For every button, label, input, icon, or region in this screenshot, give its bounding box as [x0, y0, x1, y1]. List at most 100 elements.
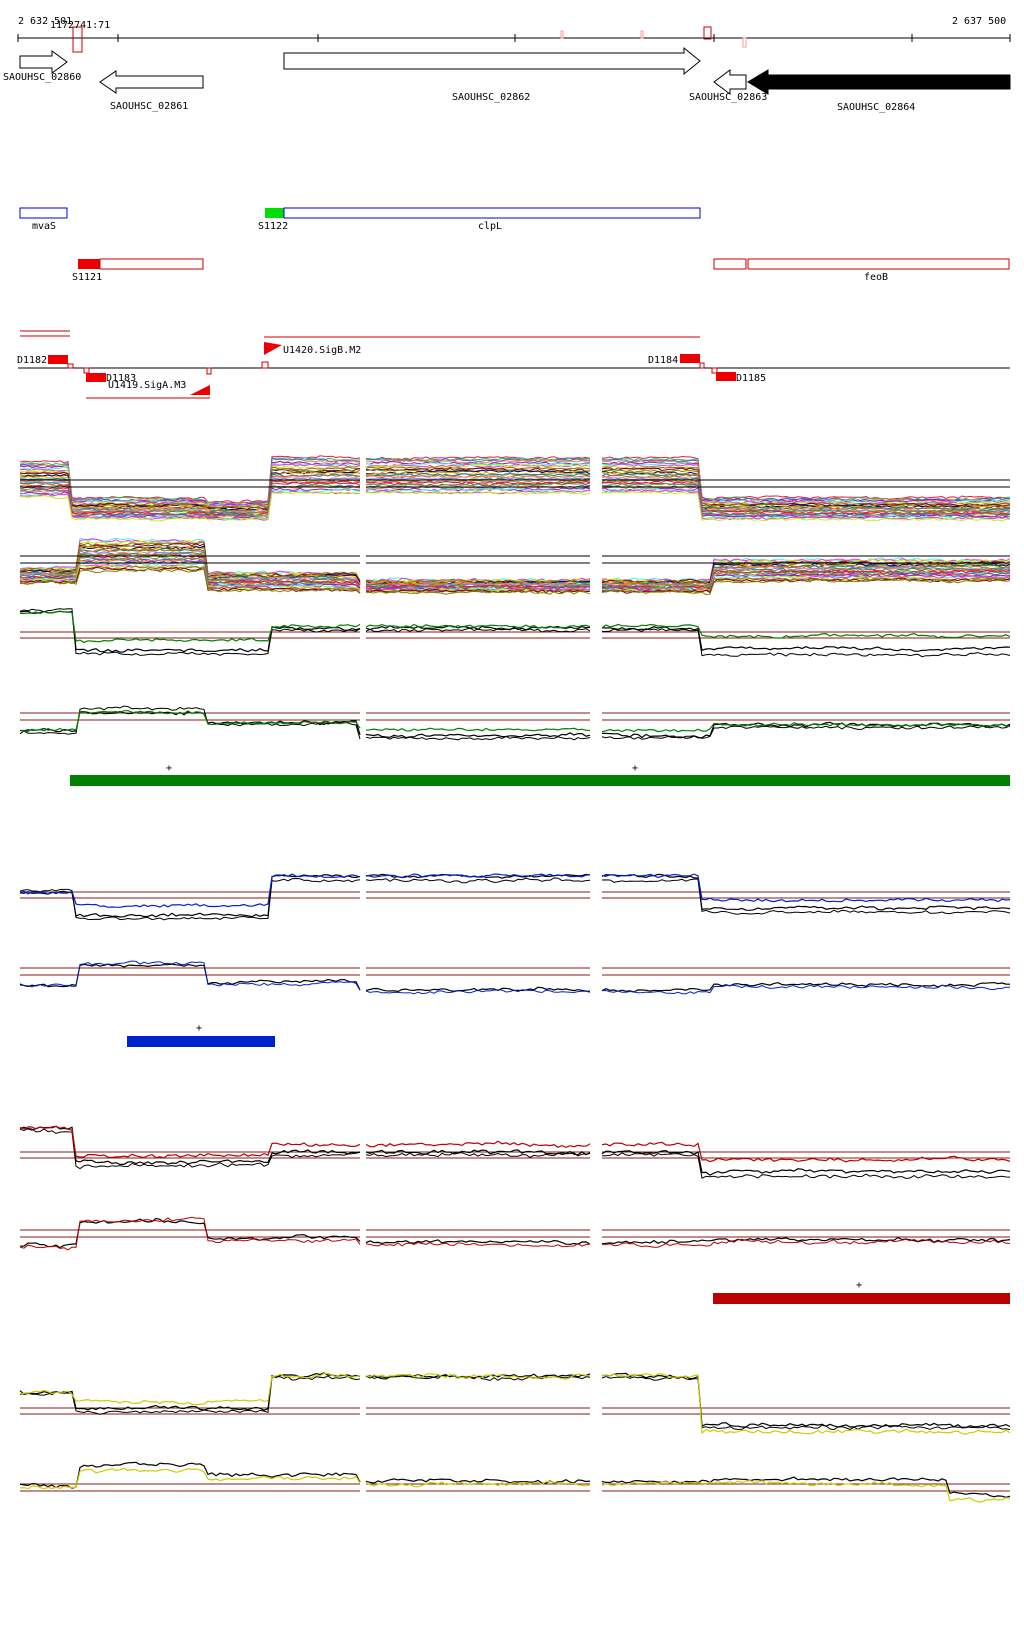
expression-trace — [365, 1373, 591, 1380]
condition-trace — [365, 472, 591, 477]
expression-trace — [601, 1236, 1011, 1245]
condition-trace — [602, 475, 1011, 513]
segment-plus: + — [632, 763, 638, 774]
gene-arrow[interactable] — [747, 69, 1011, 95]
expression-trace — [601, 878, 1011, 915]
condition-trace — [601, 482, 1011, 517]
condition-trace — [601, 461, 1011, 504]
expression-trace — [365, 1140, 591, 1149]
segment-plus: + — [856, 1280, 862, 1291]
expression-trace — [365, 877, 591, 884]
condition-trace — [365, 462, 591, 467]
condition-trace — [19, 491, 361, 522]
promoter-u1420[interactable] — [264, 342, 282, 355]
sigma-site-s1121[interactable] — [78, 259, 100, 269]
feature-s1121-region[interactable] — [99, 258, 204, 270]
promoter-d1182[interactable] — [48, 355, 68, 364]
expression-trace — [601, 873, 1011, 911]
promoter-d1185[interactable] — [716, 372, 736, 381]
segment-plus: + — [196, 1023, 202, 1034]
gene-label: SAOUHSC_02863 — [689, 92, 767, 103]
condition-trace — [365, 474, 591, 481]
expression-trace — [601, 1375, 1011, 1431]
expression-trace — [365, 735, 591, 741]
expression-trace — [601, 623, 1011, 639]
condition-trace — [365, 487, 591, 492]
expression-trace — [601, 627, 1011, 658]
expression-trace — [601, 1141, 1011, 1163]
sigma-site-s1122[interactable] — [265, 208, 284, 218]
condition-trace — [19, 466, 361, 509]
promoter-label: D1185 — [736, 373, 766, 384]
expression-trace — [601, 1372, 1011, 1429]
gene-arrow[interactable] — [713, 69, 747, 95]
feature-label: clpL — [478, 221, 502, 232]
expression-trace — [365, 986, 591, 993]
expression-trace — [365, 1149, 591, 1156]
ruler-start-label: 2 632 501 — [18, 16, 72, 27]
gene-arrow[interactable] — [19, 50, 68, 74]
promoter-u1419[interactable] — [190, 385, 210, 395]
feature-segment[interactable] — [713, 258, 747, 270]
expression-trace — [19, 1372, 361, 1406]
feature-feoB[interactable] — [747, 258, 1010, 270]
condition-trace — [20, 471, 361, 512]
expression-trace — [19, 960, 361, 991]
condition-trace — [601, 569, 1011, 590]
promoter-label: U1420.SigB.M2 — [283, 345, 361, 356]
condition-trace — [601, 459, 1011, 503]
expression-trace — [19, 1127, 361, 1170]
condition-trace — [19, 568, 361, 594]
gene-arrow[interactable] — [99, 70, 204, 94]
gene-label: SAOUHSC_02860 — [3, 72, 81, 83]
expression-trace — [365, 1239, 591, 1245]
expression-trace — [365, 1242, 591, 1248]
promoter-label: D1182 — [17, 355, 47, 366]
condition-trace — [19, 566, 361, 594]
condition-trace — [19, 476, 361, 515]
gene-label: SAOUHSC_02862 — [452, 92, 530, 103]
feature-mvaS[interactable] — [19, 207, 68, 219]
condition-trace — [601, 491, 1011, 522]
expression-trace — [601, 984, 1011, 995]
expression-trace — [19, 1467, 361, 1490]
feature-clpL[interactable] — [283, 207, 701, 219]
condition-trace — [365, 588, 591, 594]
ruler-end-label: 2 637 500 — [952, 16, 1006, 27]
expression-trace — [601, 1479, 1011, 1503]
condition-trace — [601, 488, 1011, 520]
condition-trace — [365, 482, 591, 488]
expression-trace — [19, 1125, 361, 1165]
expression-trace — [601, 981, 1011, 993]
expression-trace — [19, 873, 361, 908]
expression-trace — [365, 873, 591, 879]
segment-bar-red[interactable] — [713, 1293, 1010, 1304]
annotation-track: mvaS S1122 clpL S1121 feoB — [19, 207, 1010, 283]
expression-trace — [19, 710, 361, 733]
expression-trace — [601, 1373, 1011, 1435]
condition-trace — [365, 459, 591, 464]
expression-trace — [19, 874, 361, 918]
condition-trace — [601, 572, 1011, 592]
expression-trace — [602, 1152, 1011, 1180]
expression-trace — [365, 1480, 591, 1488]
promoter-label: U1419.SigA.M3 — [108, 380, 186, 391]
segment-bar-green[interactable] — [70, 775, 1010, 786]
promoter-d1183[interactable] — [86, 373, 106, 382]
condition-trace — [365, 487, 591, 492]
gene-arrow[interactable] — [283, 46, 701, 76]
expression-trace — [601, 722, 1011, 733]
ruler-marker-label: 1172741:71 — [50, 20, 110, 31]
coordinate-ruler: 2 632 501 2 637 500 1172741:71 — [17, 16, 1011, 53]
condition-trace — [365, 474, 591, 479]
promoter-d1184[interactable] — [680, 354, 700, 363]
expression-trace — [365, 727, 590, 732]
condition-trace — [601, 558, 1011, 583]
gene-label: SAOUHSC_02864 — [837, 102, 915, 113]
condition-trace — [365, 463, 591, 469]
expression-trace — [19, 1125, 361, 1159]
expression-trace — [19, 710, 361, 735]
segment-bar-blue[interactable] — [127, 1036, 275, 1047]
expression-trace — [19, 610, 361, 644]
